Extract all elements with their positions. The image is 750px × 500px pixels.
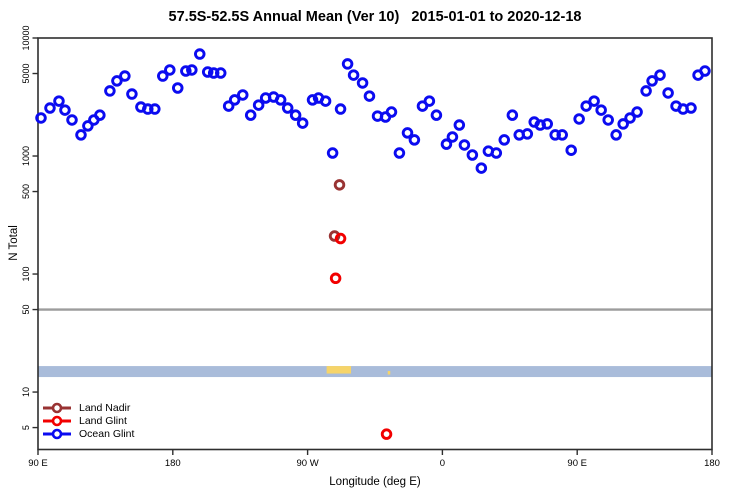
svg-text:50: 50 (21, 305, 31, 315)
svg-text:10000: 10000 (21, 25, 31, 50)
legend-label-land-glint: Land Glint (79, 415, 127, 428)
svg-text:90 E: 90 E (28, 458, 48, 469)
legend-item-land-glint: Land Glint (42, 414, 134, 427)
legend-item-ocean-glint: Ocean Glint (42, 428, 134, 441)
svg-text:500: 500 (21, 184, 31, 199)
svg-text:5: 5 (21, 425, 31, 430)
svg-text:10: 10 (21, 387, 31, 397)
ocean-glint-marker-icon (43, 429, 71, 440)
svg-text:1000: 1000 (21, 146, 31, 166)
svg-text:0: 0 (440, 458, 445, 469)
svg-text:90 W: 90 W (297, 458, 319, 469)
svg-text:90 E: 90 E (567, 458, 587, 469)
svg-text:180: 180 (704, 458, 720, 469)
svg-text:180: 180 (165, 458, 181, 469)
land-glint-marker-icon (43, 415, 71, 427)
x-axis-label: Longitude (deg E) (329, 476, 421, 488)
y-axis-label: N Total (8, 225, 20, 261)
svg-text:5000: 5000 (21, 64, 31, 84)
legend-label-land-nadir: Land Nadir (79, 401, 131, 414)
land-nadir-marker-icon (43, 402, 71, 413)
legend: Land Nadir Land Glint Ocean Glint (42, 401, 134, 441)
chart-title: 57.5S-52.5S Annual Mean (Ver 10) 2015-01… (168, 9, 582, 25)
legend-label-ocean-glint: Ocean Glint (79, 428, 135, 441)
svg-text:100: 100 (21, 267, 31, 282)
legend-item-land-nadir: Land Nadir (42, 401, 134, 414)
